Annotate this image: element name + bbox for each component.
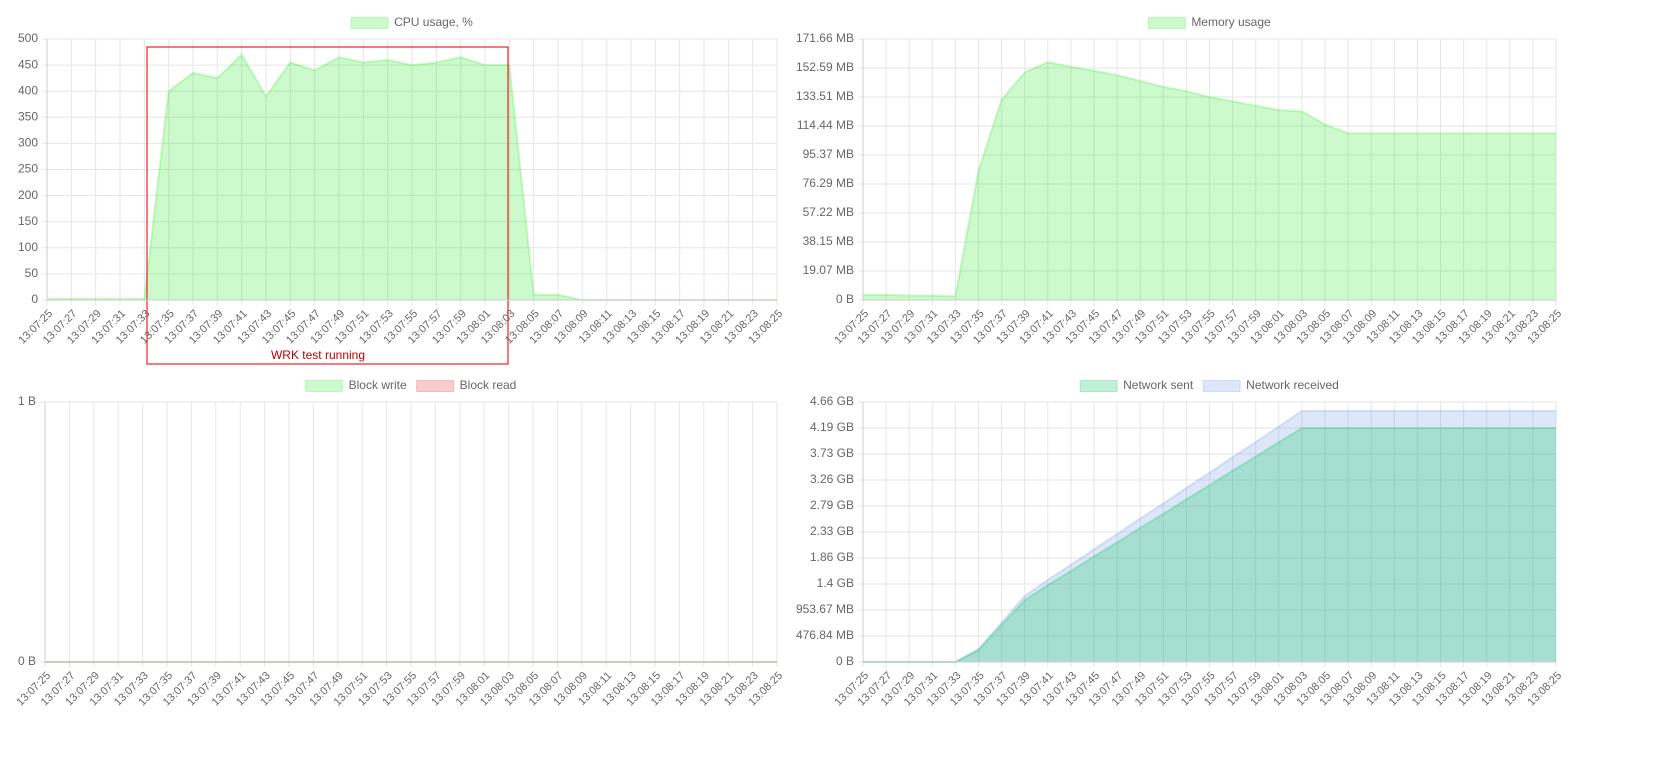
y-tick-label: 4.66 GB [810, 394, 854, 408]
legend-swatch [416, 380, 455, 392]
y-tick-label: 152.59 MB [796, 60, 854, 74]
y-tick-label: 0 B [18, 654, 36, 668]
y-tick-label: 1.4 GB [817, 576, 854, 590]
y-tick-label: 133.51 MB [796, 89, 854, 103]
y-tick-label: 400 [18, 83, 38, 97]
y-tick-label: 3.73 GB [810, 446, 854, 460]
y-tick-label: 150 [18, 214, 38, 228]
area [863, 428, 1556, 662]
y-tick-label: 500 [18, 31, 38, 45]
y-tick-label: 50 [25, 266, 39, 280]
y-tick-label: 4.19 GB [810, 420, 854, 434]
annotation-box [146, 46, 509, 365]
y-tick-label: 1 B [18, 394, 36, 408]
y-tick-label: 2.79 GB [810, 498, 854, 512]
y-tick-label: 476.84 MB [796, 628, 854, 642]
y-tick-label: 350 [18, 109, 38, 123]
y-tick-label: 100 [18, 240, 38, 254]
area [47, 54, 777, 300]
legend-label: CPU usage, % [394, 15, 473, 29]
legend-swatch [1079, 380, 1118, 392]
legend-label: Block read [460, 378, 517, 392]
y-tick-label: 1.86 GB [810, 550, 854, 564]
y-tick-label: 2.33 GB [810, 524, 854, 538]
line [863, 61, 1556, 298]
y-tick-label: 450 [18, 57, 38, 71]
y-tick-label: 95.37 MB [803, 147, 854, 161]
legend-swatch [1202, 380, 1241, 392]
area [863, 410, 1556, 662]
y-tick-label: 38.15 MB [803, 234, 854, 248]
y-tick-label: 0 [31, 292, 38, 306]
line [863, 409, 1556, 663]
y-tick-label: 114.44 MB [797, 118, 854, 132]
y-tick-label: 200 [18, 188, 38, 202]
annotation-label: WRK test running [271, 348, 365, 362]
legend-label: Memory usage [1191, 15, 1271, 29]
legend-label: Network sent [1123, 378, 1194, 392]
y-tick-label: 3.26 GB [810, 472, 854, 486]
legend-swatch [1147, 17, 1186, 29]
y-tick-label: 57.22 MB [803, 205, 854, 219]
y-tick-label: 953.67 MB [796, 602, 854, 616]
y-tick-label: 171.66 MB [796, 31, 854, 45]
y-tick-label: 0 B [836, 292, 854, 306]
y-tick-label: 19.07 MB [803, 263, 854, 277]
y-tick-label: 300 [18, 136, 38, 150]
area [863, 62, 1556, 301]
legend-swatch [305, 380, 344, 392]
y-tick-label: 0 B [836, 654, 854, 668]
line [863, 427, 1556, 663]
legend-label: Network received [1246, 378, 1339, 392]
legend-label: Block write [349, 378, 407, 392]
y-tick-label: 76.29 MB [803, 176, 854, 190]
legend-swatch [350, 17, 389, 29]
y-tick-label: 250 [18, 162, 38, 176]
